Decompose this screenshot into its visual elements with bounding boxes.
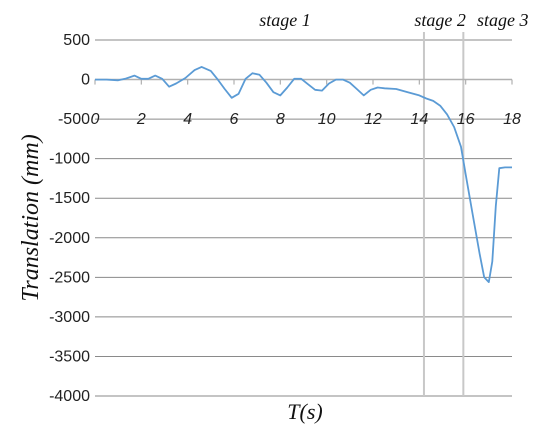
y-tick-label: -3500 [49,348,90,365]
x-tick-label: 18 [503,111,521,128]
x-tick-label: 14 [410,111,428,128]
x-tick-label: 16 [457,111,475,128]
stage-label: stage 1 [259,10,311,30]
y-tick-label: 500 [63,32,90,49]
x-tick-label: 10 [318,111,336,128]
x-tick-label: 6 [230,111,239,128]
stage-boundaries [422,32,465,396]
y-tick-label: -4000 [49,388,90,405]
series-lines [95,66,512,284]
x-tick-label: 2 [136,111,146,128]
y-tick-label: -500 [58,111,90,128]
y-tick-label: -1500 [49,190,90,207]
x-tick-label: 8 [276,111,285,128]
series-line [95,66,512,284]
stage-labels: stage 1 stage 2 stage 3 [259,10,528,30]
stage-label: stage 2 [414,10,466,30]
x-axis-title: T(s) [287,399,322,424]
x-tick-labels: 0 2 4 6 8 10 12 14 16 18 [91,111,521,128]
stage-label: stage 3 [477,10,529,30]
x-tick-label: 4 [183,111,192,128]
y-tick-label: 0 [81,72,90,89]
y-tick-label: -1000 [49,151,90,168]
y-tick-label: -2000 [49,230,90,247]
x-tick-label: 12 [364,111,382,128]
x-tick-label: 0 [91,111,100,128]
y-tick-label: -3000 [49,309,90,326]
gridlines [95,39,512,397]
y-axis-title: Translation (mm) [18,134,44,301]
y-tick-label: -2500 [49,269,90,286]
y-tick-labels: 500 0 -500 -1000 -1500 -2000 -2500 -3000 -3500 -4… [49,32,90,405]
